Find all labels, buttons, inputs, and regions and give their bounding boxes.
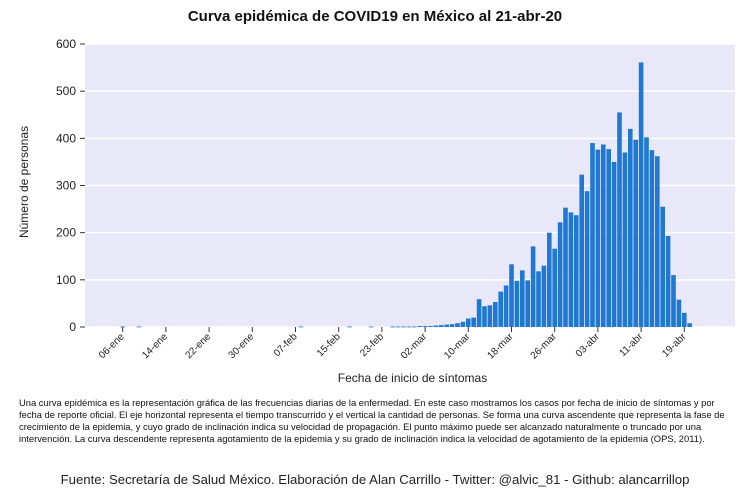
bar: [433, 325, 439, 327]
bar: [455, 323, 460, 327]
y-tick-label: 600: [56, 37, 76, 51]
bars: [120, 62, 692, 328]
y-axis-label-wrap: Número de personas: [4, 110, 44, 260]
bar: [665, 235, 671, 327]
bar: [120, 326, 125, 328]
bar: [584, 191, 590, 327]
x-axis: 06-ene 14-ene 22-ene 30-ene 07-feb 15-feb 23-f…: [97, 327, 689, 362]
bar: [449, 324, 455, 327]
y-tick-label: 400: [56, 131, 76, 145]
bar: [633, 139, 638, 327]
bar: [682, 312, 687, 327]
bar: [595, 149, 601, 327]
bar: [644, 137, 649, 327]
bar: [428, 326, 433, 327]
bar: [417, 326, 422, 327]
y-axis-label: Número de personas: [17, 125, 31, 239]
x-tick-label: 18-mar: [485, 331, 516, 362]
bar: [493, 302, 498, 327]
bar: [136, 326, 142, 328]
bar: [660, 206, 665, 327]
chart-svg: 0 100 200 300 400 500 600 06-ene 14-ene 22-ene 30…: [56, 37, 735, 362]
x-tick-label: 23-feb: [358, 331, 386, 359]
bar: [471, 317, 476, 327]
x-tick-label: 07-feb: [272, 331, 300, 359]
bar: [590, 143, 595, 327]
bar: [601, 144, 606, 327]
bar: [541, 265, 547, 327]
bar: [622, 152, 628, 327]
bar: [395, 326, 401, 328]
y-tick-label: 100: [56, 273, 76, 287]
bar: [422, 326, 428, 327]
x-tick-label: 03-abr: [574, 331, 603, 360]
x-tick-label: 26-mar: [529, 331, 560, 362]
bar: [563, 207, 568, 327]
bar: [347, 326, 352, 328]
y-axis: 0 100 200 300 400 500 600: [56, 37, 85, 334]
bar: [520, 270, 525, 327]
bar: [611, 161, 617, 327]
bar: [557, 222, 563, 327]
bar: [617, 112, 622, 328]
bar: [530, 246, 536, 327]
x-tick-label: 06-ene: [97, 331, 127, 361]
bar: [298, 326, 304, 328]
bar: [628, 128, 633, 327]
bar: [406, 326, 412, 328]
bar: [638, 62, 644, 328]
bar: [368, 326, 374, 328]
bar: [547, 232, 552, 327]
bar: [390, 326, 395, 328]
bar: [487, 305, 493, 327]
chart-title: Curva epidémica de COVID19 en México al …: [187, 8, 563, 25]
y-tick-label: 500: [56, 84, 76, 98]
x-tick-label: 30-ene: [227, 331, 257, 361]
y-tick-label: 0: [69, 320, 76, 334]
bar: [509, 264, 514, 327]
x-axis-label: Fecha de inicio de síntomas: [337, 371, 488, 385]
x-tick-label: 11-abr: [618, 331, 646, 359]
bar: [606, 149, 611, 327]
bar: [536, 271, 541, 327]
bar: [466, 318, 471, 327]
bar: [525, 280, 530, 327]
bar: [482, 306, 487, 327]
x-tick-label: 19-abr: [660, 331, 689, 360]
bar: [687, 323, 692, 327]
bar: [412, 326, 417, 328]
bar: [401, 326, 406, 328]
bar: [574, 215, 579, 327]
chart-description: Una curva epidémica es la representación…: [19, 397, 725, 444]
bar: [568, 212, 574, 327]
source-credit: Fuente: Secretaría de Salud México. Elab…: [60, 472, 690, 487]
bar: [655, 156, 660, 327]
y-tick-label: 200: [56, 226, 76, 240]
bar: [649, 150, 655, 327]
bar: [476, 299, 482, 327]
bar: [676, 299, 682, 327]
x-tick-label: 02-mar: [399, 331, 430, 362]
x-tick-label: 14-ene: [140, 331, 170, 361]
x-tick-label: 22-ene: [183, 331, 213, 361]
bar: [444, 324, 449, 327]
x-tick-label: 10-mar: [442, 331, 473, 362]
bar: [439, 325, 444, 327]
y-tick-label: 300: [56, 179, 76, 193]
bar: [552, 248, 557, 327]
bar: [514, 280, 520, 327]
bar: [671, 275, 676, 327]
x-tick-label: 15-feb: [315, 331, 343, 359]
bar: [460, 321, 466, 327]
bar: [579, 174, 584, 327]
bar: [503, 285, 509, 327]
bar: [498, 291, 503, 327]
